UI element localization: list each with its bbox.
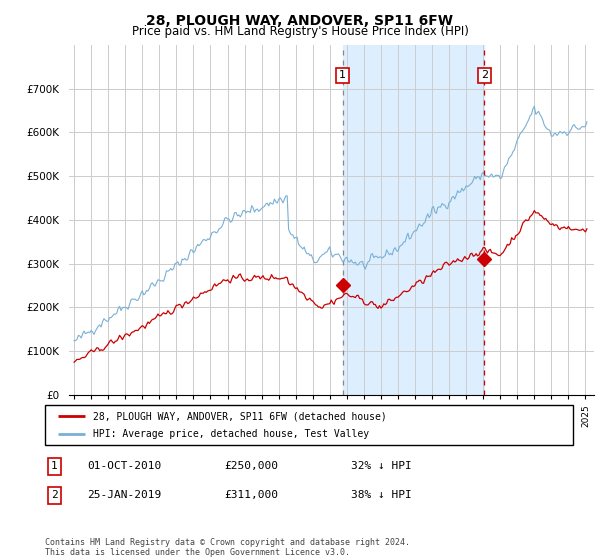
Text: Contains HM Land Registry data © Crown copyright and database right 2024.
This d: Contains HM Land Registry data © Crown c… bbox=[45, 538, 410, 557]
Text: 2: 2 bbox=[481, 71, 488, 81]
Text: £250,000: £250,000 bbox=[224, 461, 278, 472]
Text: 01-OCT-2010: 01-OCT-2010 bbox=[87, 461, 161, 472]
FancyBboxPatch shape bbox=[45, 405, 573, 445]
Text: Price paid vs. HM Land Registry's House Price Index (HPI): Price paid vs. HM Land Registry's House … bbox=[131, 25, 469, 38]
Text: 28, PLOUGH WAY, ANDOVER, SP11 6FW (detached house): 28, PLOUGH WAY, ANDOVER, SP11 6FW (detac… bbox=[92, 411, 386, 421]
Text: HPI: Average price, detached house, Test Valley: HPI: Average price, detached house, Test… bbox=[92, 429, 368, 439]
Bar bbox=[343, 45, 484, 395]
Text: 28, PLOUGH WAY, ANDOVER, SP11 6FW: 28, PLOUGH WAY, ANDOVER, SP11 6FW bbox=[146, 14, 454, 28]
Text: 32% ↓ HPI: 32% ↓ HPI bbox=[351, 461, 412, 472]
Text: 25-JAN-2019: 25-JAN-2019 bbox=[87, 491, 161, 501]
Text: 1: 1 bbox=[339, 71, 346, 81]
Text: 1: 1 bbox=[51, 461, 58, 472]
Text: 2: 2 bbox=[51, 491, 58, 501]
Text: £311,000: £311,000 bbox=[224, 491, 278, 501]
Text: 38% ↓ HPI: 38% ↓ HPI bbox=[351, 491, 412, 501]
